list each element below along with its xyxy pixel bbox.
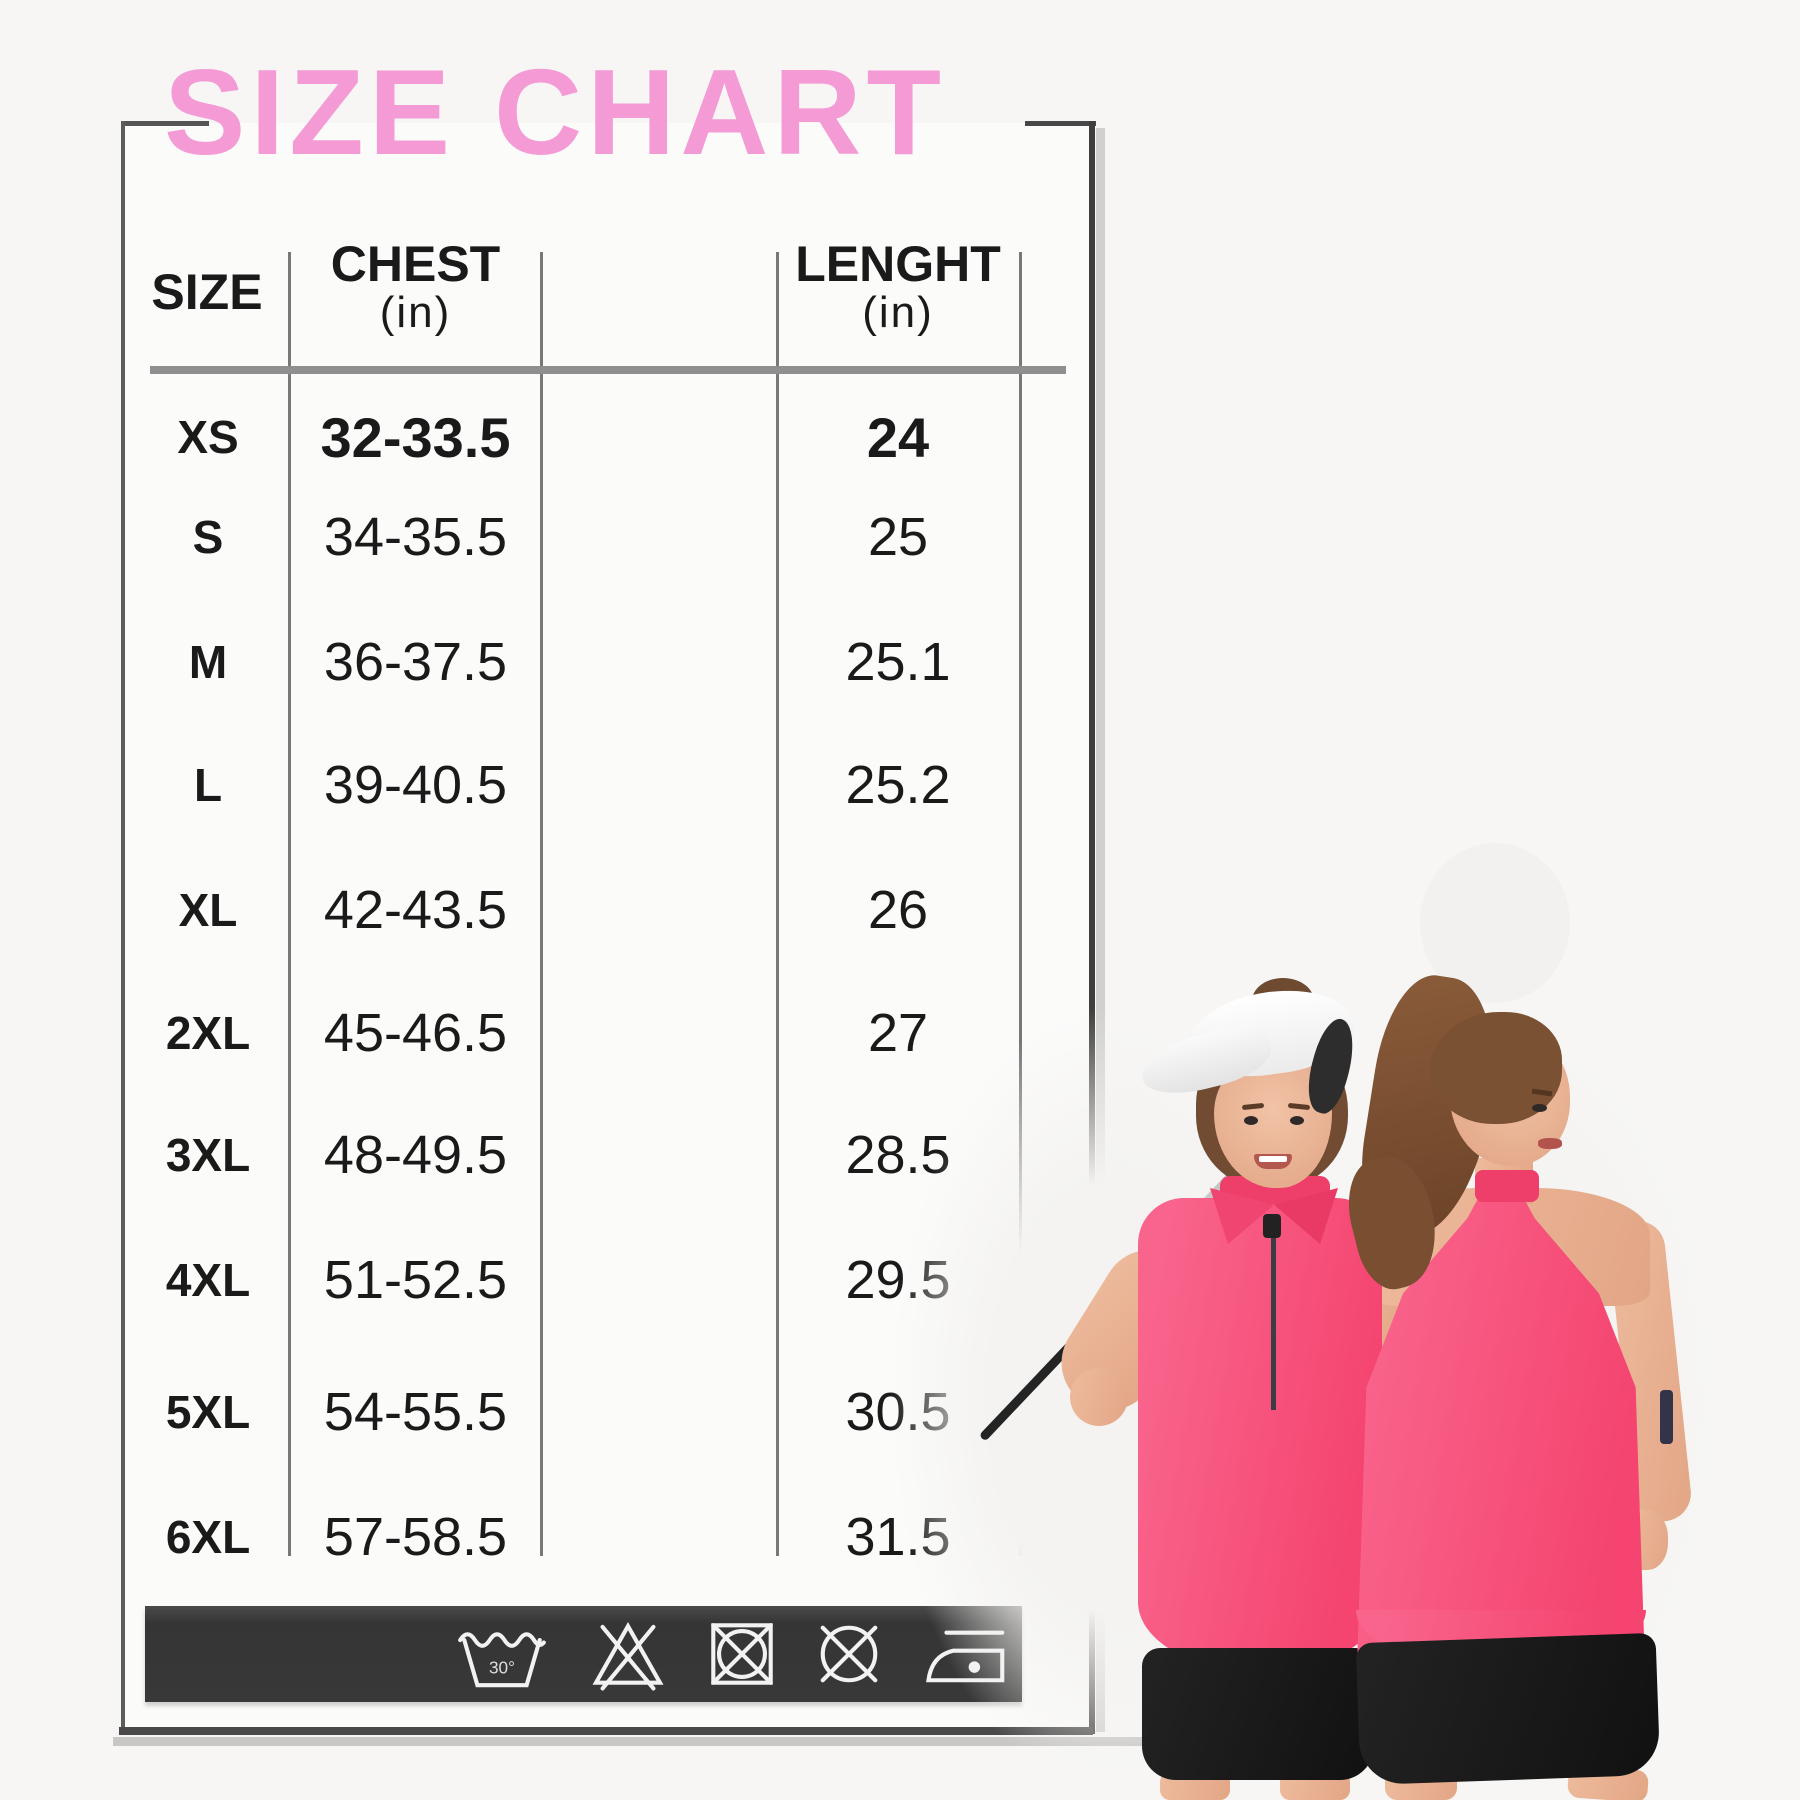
length-value: 25.2 [845, 755, 951, 815]
do-not-dry-clean-icon [805, 1613, 893, 1695]
size-label: 4XL [165, 1254, 251, 1306]
table-row: XS 32-33.5 24 [126, 401, 1019, 473]
size-label: 6XL [165, 1511, 251, 1563]
column-separator-3 [776, 252, 779, 1556]
table-row: M 36-37.5 25.1 [126, 626, 1019, 698]
page-title: SIZE CHART [164, 44, 946, 180]
polo-zipper [1271, 1222, 1276, 1410]
length-value: 26 [867, 880, 929, 940]
chest-value: 48-49.5 [323, 1125, 508, 1185]
column-header-chest: CHEST (in) [290, 238, 541, 336]
size-label: M [188, 636, 228, 688]
frame-top-left-segment [121, 121, 209, 126]
table-row: L 39-40.5 25.2 [126, 749, 1019, 821]
column-header-length-label: LENGHT [795, 236, 1001, 292]
model-hand-gripping-club [1070, 1368, 1128, 1426]
polo-zipper-pull [1263, 1214, 1281, 1238]
chest-value: 32-33.5 [320, 405, 511, 469]
column-header-chest-unit: (in) [379, 288, 452, 337]
polo-back-collar [1475, 1170, 1539, 1202]
length-value: 25.1 [845, 632, 951, 692]
size-label: S [192, 511, 224, 563]
column-header-chest-label: CHEST [330, 236, 501, 292]
chest-value: 36-37.5 [323, 632, 508, 692]
black-shorts [1355, 1632, 1661, 1786]
model-eye [1244, 1116, 1258, 1125]
chest-value: 34-35.5 [323, 507, 508, 567]
chest-value: 39-40.5 [323, 755, 508, 815]
svg-text:30°: 30° [489, 1658, 515, 1678]
length-value: 24 [866, 405, 930, 469]
model-smile [1538, 1138, 1562, 1149]
do-not-bleach-icon [584, 1613, 672, 1695]
chest-value: 51-52.5 [323, 1250, 508, 1310]
model-photo-front [860, 978, 1382, 1800]
wash-30-icon: 30° [449, 1613, 555, 1695]
model-eye [1290, 1116, 1304, 1125]
frame-bottom-line [119, 1727, 1093, 1735]
chest-value: 57-58.5 [323, 1507, 508, 1567]
column-separator-2 [540, 252, 543, 1556]
size-label: 3XL [165, 1129, 251, 1181]
size-label: L [193, 759, 223, 811]
column-separator-1 [288, 252, 291, 1556]
size-label: 2XL [165, 1007, 251, 1059]
size-label: XS [177, 411, 239, 463]
care-instructions-bar: 30° [145, 1606, 1022, 1702]
model-smile-teeth [1259, 1156, 1287, 1162]
column-separator-4 [1019, 252, 1022, 1556]
length-value: 25 [867, 507, 929, 567]
model-eye [1532, 1104, 1547, 1112]
table-row: XL 42-43.5 26 [126, 874, 1019, 946]
size-label: 5XL [165, 1386, 251, 1438]
frame-top-right-segment [1025, 121, 1096, 126]
header-underline [150, 366, 1066, 374]
frame-right-line [1089, 121, 1095, 1734]
pink-polo-front [1138, 1198, 1382, 1672]
chest-value: 45-46.5 [323, 1003, 508, 1063]
black-shorts [1142, 1648, 1374, 1780]
frame-right-shadow [1096, 128, 1105, 1732]
chest-value: 42-43.5 [323, 880, 508, 940]
side-zip-pocket [1660, 1390, 1673, 1444]
column-header-length-unit: (in) [862, 288, 934, 337]
column-header-length: LENGHT (in) [777, 238, 1019, 336]
model-photo-back [1270, 843, 1730, 1800]
frame-bottom-shadow [113, 1737, 1159, 1746]
column-header-size: SIZE [151, 264, 263, 320]
table-row: S 34-35.5 25 [126, 501, 1019, 573]
do-not-tumble-dry-icon [698, 1613, 786, 1695]
chest-value: 54-55.5 [323, 1382, 508, 1442]
frame-left-line [121, 121, 125, 1734]
size-label: XL [178, 884, 238, 936]
